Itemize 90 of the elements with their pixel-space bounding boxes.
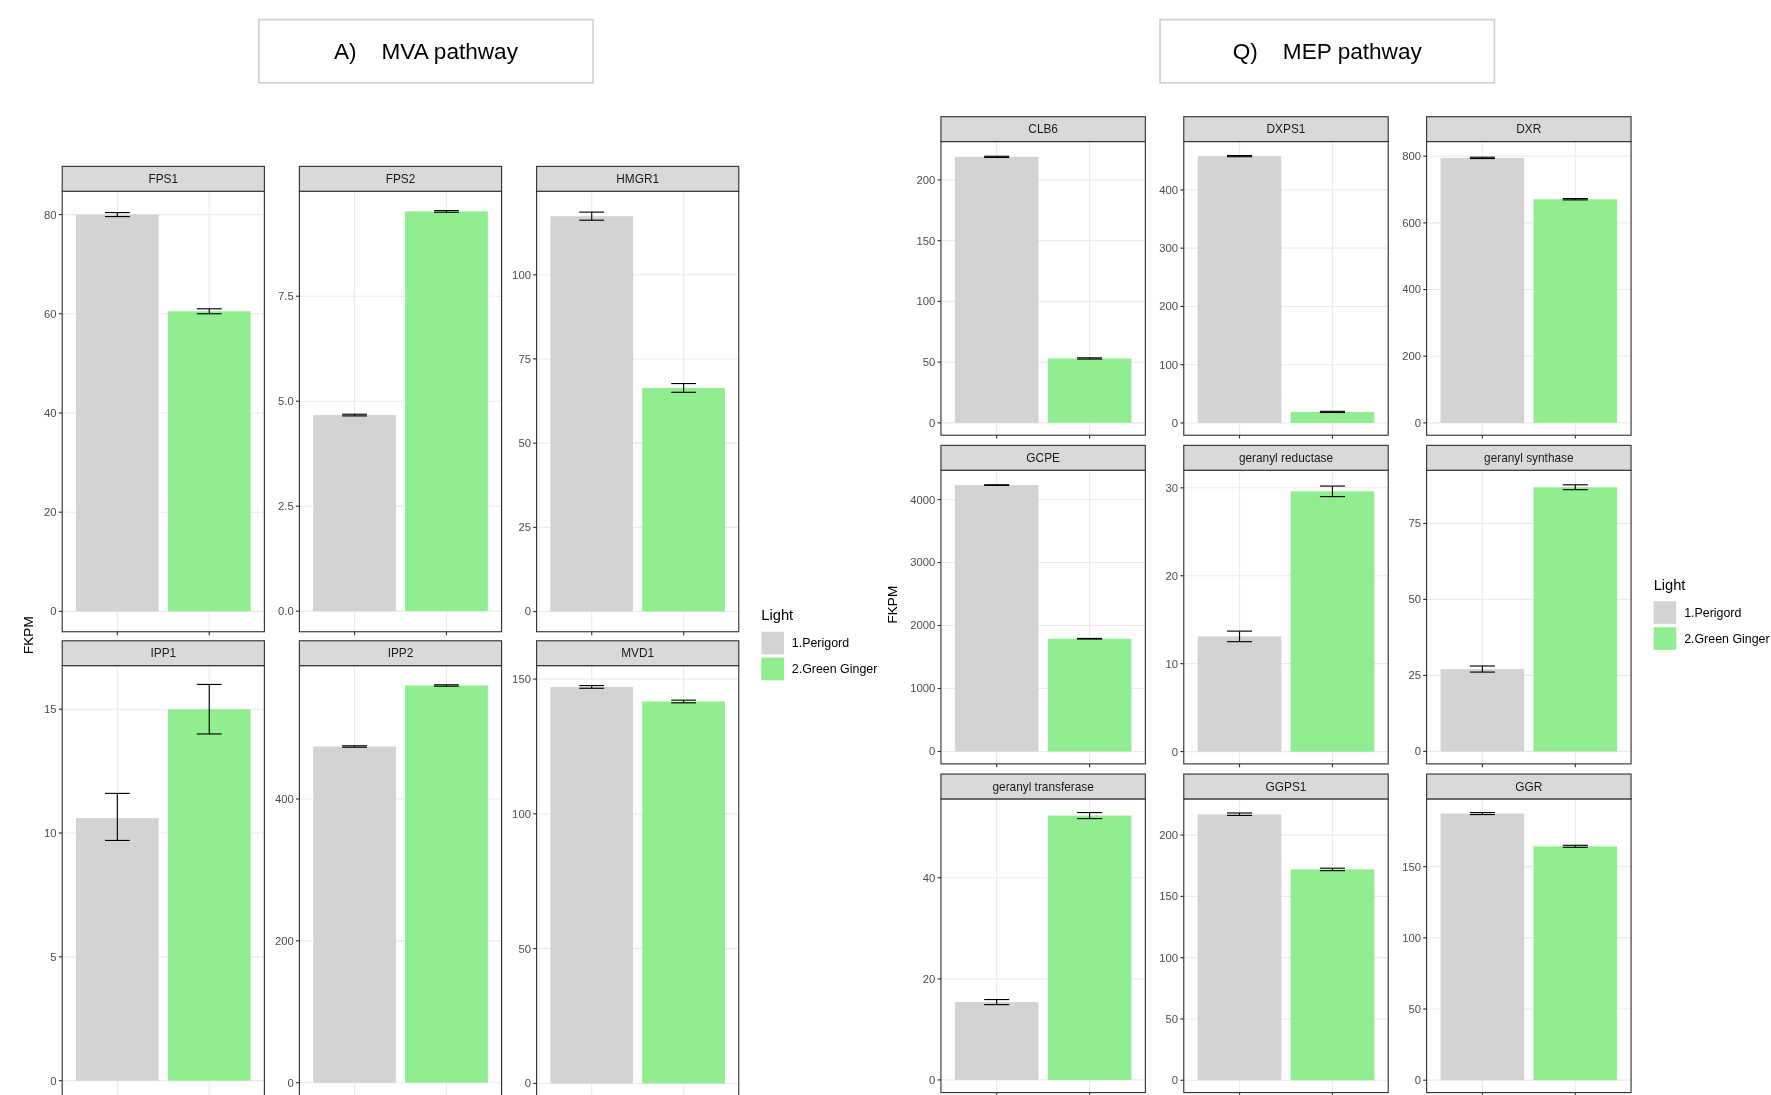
y-tick-label: 40 bbox=[44, 406, 57, 419]
y-tick-label: 100 bbox=[512, 268, 531, 281]
y-tick-label: 0.0 bbox=[278, 605, 294, 618]
y-tick-label: 0 bbox=[287, 1076, 294, 1089]
chart-title: GCPE bbox=[1026, 450, 1061, 465]
y-tick-label: 20 bbox=[44, 506, 57, 519]
y-tick-label: 200 bbox=[274, 934, 294, 947]
y-tick-label: 0 bbox=[1414, 745, 1421, 758]
y-tick-label: 1000 bbox=[910, 682, 936, 695]
chart-title: geranyl transferase bbox=[992, 779, 1095, 794]
y-tick-label: 100 bbox=[512, 807, 531, 820]
y-tick-label: 0 bbox=[1171, 416, 1179, 429]
y-tick-label: 7.5 bbox=[278, 290, 294, 303]
y-tick-label: 2.5 bbox=[278, 500, 294, 513]
y-tick-label: 100 bbox=[1159, 358, 1179, 371]
y-tick-label: 60 bbox=[44, 307, 57, 320]
chart-title: HMGR1 bbox=[616, 171, 660, 186]
y-tick-label: 80 bbox=[44, 208, 57, 221]
y-tick-label: 0 bbox=[1171, 1074, 1179, 1087]
chart-title: geranyl synthase bbox=[1484, 450, 1574, 465]
y-tick-label: 0 bbox=[1414, 1074, 1421, 1087]
y-tick-label: 800 bbox=[1402, 150, 1421, 163]
y-tick-label: 400 bbox=[1159, 183, 1179, 196]
y-tick-label: 100 bbox=[1159, 951, 1179, 964]
y-tick-label: 200 bbox=[1159, 829, 1179, 842]
y-tick-label: 0 bbox=[50, 605, 57, 618]
y-tick-label: 0 bbox=[929, 1073, 936, 1086]
legend-label: 2.Green Ginger bbox=[791, 662, 878, 677]
y-tick-label: 0 bbox=[50, 1074, 57, 1087]
y-tick-label: 10 bbox=[44, 826, 57, 839]
y-tick-label: 150 bbox=[512, 673, 531, 686]
chart-title: GGPS1 bbox=[1265, 779, 1307, 794]
chart-title: DXPS1 bbox=[1266, 122, 1306, 137]
chart-title: FPS1 bbox=[148, 171, 179, 186]
y-tick-label: 0 bbox=[524, 1077, 531, 1090]
y-tick-label: 2000 bbox=[910, 619, 936, 632]
y-tick-label: 50 bbox=[922, 356, 936, 369]
y-tick-label: 0 bbox=[524, 605, 531, 618]
y-tick-label: 75 bbox=[1408, 517, 1421, 530]
y-tick-label: 400 bbox=[1402, 283, 1421, 296]
y-tick-label: 10 bbox=[1165, 657, 1179, 670]
chart-title: geranyl reductase bbox=[1238, 450, 1334, 465]
y-tick-label: 50 bbox=[1165, 1012, 1179, 1025]
y-axis-title: FKPM bbox=[885, 585, 901, 624]
y-tick-label: 75 bbox=[518, 352, 531, 365]
y-tick-label: 50 bbox=[1408, 593, 1421, 606]
chart-title: FPS2 bbox=[385, 171, 416, 186]
y-tick-label: 25 bbox=[518, 521, 531, 534]
chart-title: GGR bbox=[1515, 779, 1543, 794]
y-tick-label: 50 bbox=[518, 942, 531, 955]
y-tick-label: 5 bbox=[50, 950, 57, 963]
y-tick-label: 200 bbox=[1402, 350, 1421, 363]
chart-title: DXR bbox=[1516, 122, 1542, 137]
y-tick-label: 3000 bbox=[910, 556, 936, 569]
y-tick-label: 0 bbox=[1171, 745, 1179, 758]
y-tick-label: 20 bbox=[922, 972, 936, 985]
text: Q) MEP pathway bbox=[1232, 39, 1423, 65]
y-tick-label: 150 bbox=[1159, 890, 1179, 903]
y-tick-label: 0 bbox=[1414, 416, 1421, 429]
legend-label: 1.Perigord bbox=[1684, 605, 1742, 620]
y-tick-label: 150 bbox=[1402, 860, 1421, 873]
y-tick-label: 300 bbox=[1159, 242, 1179, 255]
y-tick-label: 5.0 bbox=[278, 395, 294, 408]
y-tick-label: 15 bbox=[44, 703, 57, 716]
text: A) MVA pathway bbox=[333, 39, 519, 65]
legend-title: Light bbox=[761, 607, 794, 624]
legend-title: Light bbox=[1653, 576, 1686, 593]
y-tick-label: 0 bbox=[929, 416, 936, 429]
chart-title: CLB6 bbox=[1028, 122, 1059, 137]
y-tick-label: 4000 bbox=[910, 493, 936, 506]
y-tick-label: 400 bbox=[274, 792, 294, 805]
chart-title: IPP2 bbox=[387, 646, 414, 661]
chart-title: MVD1 bbox=[621, 646, 655, 661]
y-tick-label: 600 bbox=[1402, 216, 1421, 229]
chart-title: IPP1 bbox=[150, 646, 177, 661]
y-tick-label: 25 bbox=[1408, 669, 1421, 682]
y-tick-label: 20 bbox=[1165, 569, 1179, 582]
y-tick-label: 100 bbox=[916, 295, 936, 308]
y-tick-label: 200 bbox=[1159, 300, 1179, 313]
y-tick-label: 50 bbox=[518, 437, 531, 450]
y-axis-title: FKPM bbox=[21, 616, 37, 654]
y-tick-label: 100 bbox=[1402, 931, 1421, 944]
y-tick-label: 0 bbox=[929, 745, 936, 758]
y-tick-label: 50 bbox=[1408, 1002, 1421, 1015]
y-tick-label: 150 bbox=[916, 234, 936, 247]
legend-label: 2.Green Ginger bbox=[1684, 631, 1770, 646]
y-tick-label: 30 bbox=[1165, 481, 1179, 494]
legend-label: 1.Perigord bbox=[791, 636, 850, 651]
y-tick-label: 40 bbox=[922, 871, 936, 884]
y-tick-label: 200 bbox=[916, 173, 936, 186]
